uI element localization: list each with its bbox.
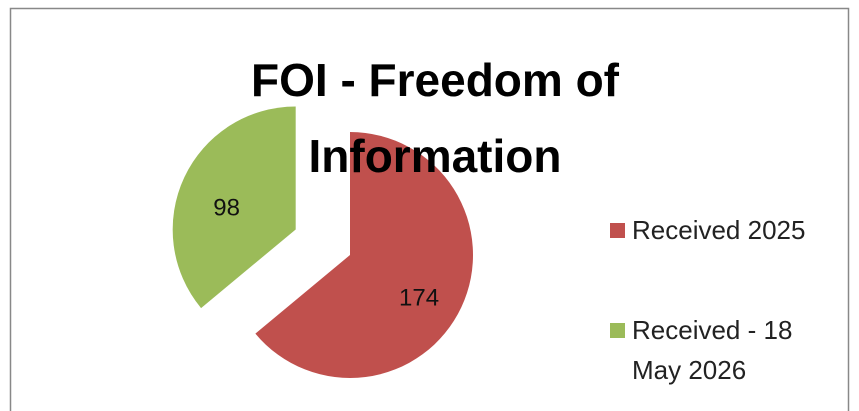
legend-label: Received - 18 May 2026 bbox=[632, 315, 793, 385]
legend-swatch bbox=[610, 223, 625, 238]
data-label: 174 bbox=[399, 285, 439, 312]
pie-slice bbox=[255, 132, 473, 378]
legend-swatch bbox=[610, 323, 625, 338]
chart-title: FOI - Freedom of Information bbox=[251, 54, 619, 182]
data-label: 98 bbox=[213, 194, 240, 221]
pie-slice bbox=[172, 106, 296, 309]
legend-label: Received 2025 bbox=[632, 215, 806, 245]
